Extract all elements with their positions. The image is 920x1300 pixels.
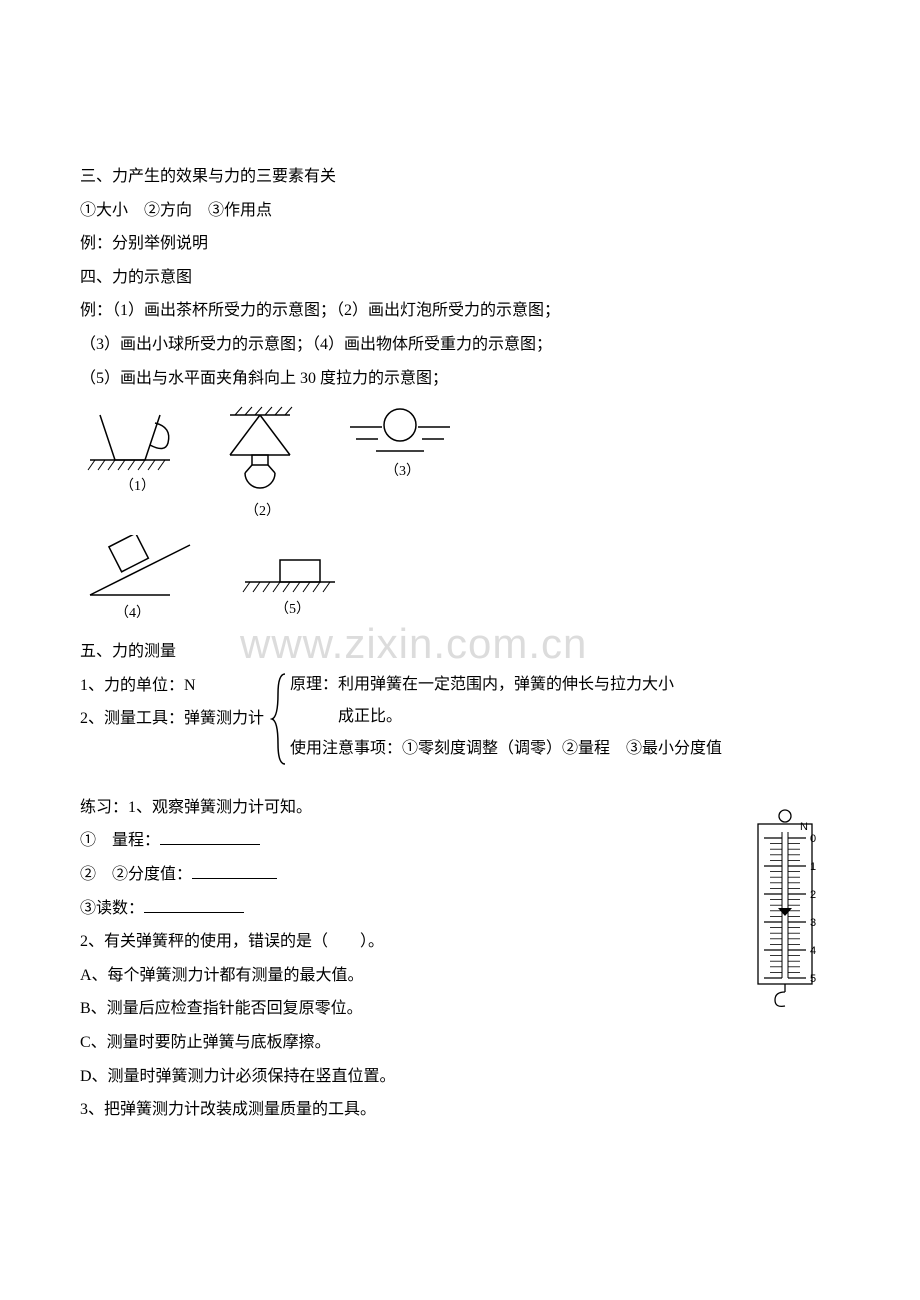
- diagram-block-floor: （5）: [230, 535, 350, 625]
- diagram-2-label: （2）: [245, 503, 280, 519]
- section5-principle-l1: 原理：利用弹簧在一定范围内，弹簧的伸长与拉力大小: [290, 669, 840, 701]
- exercise-q1a: ① 量程：: [80, 824, 840, 858]
- diagram-4-label: （4）: [115, 605, 150, 621]
- diagram-3-label: （3）: [385, 463, 420, 479]
- diagram-lightbulb: （2）: [210, 405, 310, 525]
- exercise-q2b: B、测量后应检查指针能否回复原零位。: [80, 992, 840, 1026]
- section3-title: 三、力产生的效果与力的三要素有关: [80, 160, 840, 194]
- section3-example: 例：分别举例说明: [80, 227, 840, 261]
- document-content: 三、力产生的效果与力的三要素有关 ①大小 ②方向 ③作用点 例：分别举例说明 四…: [80, 160, 840, 1127]
- diagram-1-label: （1）: [120, 478, 155, 494]
- section5-tool: 2、测量工具：弹簧测力计: [80, 702, 270, 736]
- diagrams-row-1: （1） （2） （3）: [80, 405, 840, 525]
- exercise-q3: 3、把弹簧测力计改装成测量质量的工具。: [80, 1093, 840, 1127]
- diagrams-row-2: （4） （5）: [80, 535, 840, 625]
- exercise-q1c: ③读数：: [80, 892, 840, 926]
- section5-title: 五、力的测量: [80, 635, 840, 669]
- brace-section: 1、力的单位：N 2、测量工具：弹簧测力计 原理：利用弹簧在一定范围内，弹簧的伸…: [80, 669, 840, 769]
- exercise-q2: 2、有关弹簧秤的使用，错误的是（ ）。: [80, 925, 840, 959]
- section4-title: 四、力的示意图: [80, 261, 840, 295]
- diagram-ball-water: （3）: [340, 405, 460, 505]
- brace-icon: [270, 669, 290, 769]
- blank-reading: [144, 897, 244, 913]
- blank-range: [160, 829, 260, 845]
- exercise-q2d: D、测量时弹簧测力计必须保持在竖直位置。: [80, 1060, 840, 1094]
- section5-usage: 使用注意事项：①零刻度调整（调零）②量程 ③最小分度值: [290, 733, 840, 765]
- section5-principle-l2: 成正比。: [290, 701, 840, 733]
- exercise-intro: 练习：1、观察弹簧测力计可知。: [80, 791, 840, 825]
- section4-item34: （3）画出小球所受力的示意图；（4）画出物体所受重力的示意图；: [80, 328, 840, 362]
- section5-unit: 1、力的单位：N: [80, 669, 270, 703]
- exercise-q2a: A、每个弹簧测力计都有测量的最大值。: [80, 959, 840, 993]
- section4-example-intro: 例：（1）画出茶杯所受力的示意图；（2）画出灯泡所受力的示意图；: [80, 294, 840, 328]
- diagram-teacup: （1）: [80, 405, 180, 505]
- exercise-q2c: C、测量时要防止弹簧与底板摩擦。: [80, 1026, 840, 1060]
- section4-item5: （5）画出与水平面夹角斜向上 30 度拉力的示意图；: [80, 362, 840, 396]
- diagram-5-label: （5）: [275, 601, 310, 617]
- section3-factors: ①大小 ②方向 ③作用点: [80, 194, 840, 228]
- diagram-incline: （4）: [80, 535, 200, 625]
- exercise-q1b: ② ②分度值：: [80, 858, 840, 892]
- blank-division: [192, 863, 277, 879]
